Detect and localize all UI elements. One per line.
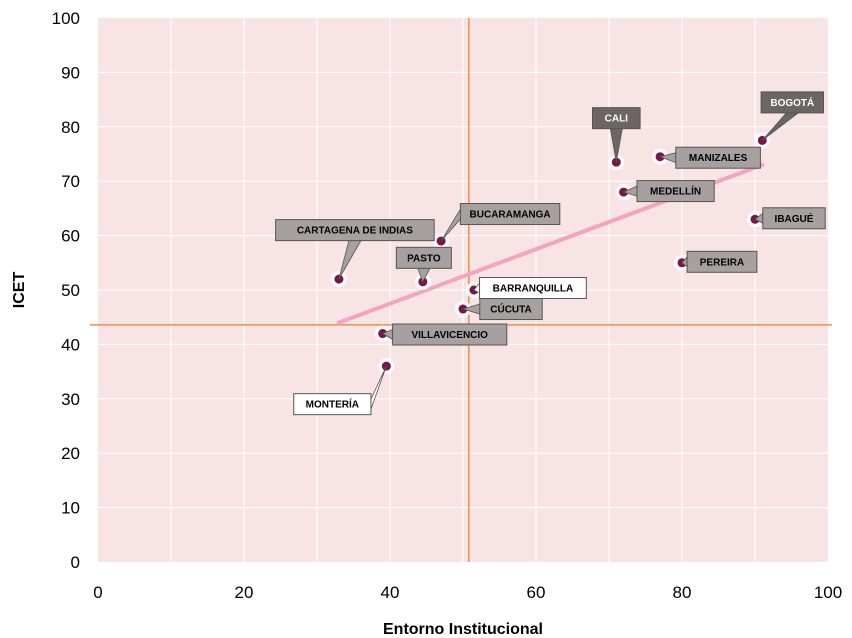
x-tick-label: 80 [673, 583, 692, 602]
point-label: PEREIRA [700, 257, 744, 268]
y-tick-label: 0 [71, 553, 80, 572]
callout-box [592, 107, 641, 130]
point-label: PASTO [407, 253, 441, 264]
x-tick-label: 40 [381, 583, 400, 602]
point-label: MANIZALES [689, 153, 748, 164]
y-axis-title: ICET [11, 272, 28, 309]
callout-box [392, 323, 508, 346]
x-tick-label: 60 [527, 583, 546, 602]
x-tick-label: 20 [235, 583, 254, 602]
y-tick-label: 60 [61, 227, 80, 246]
point-label: MONTERÍA [306, 398, 359, 411]
y-tick-label: 70 [61, 172, 80, 191]
callout-box [275, 219, 435, 242]
point-label: CARTAGENA DE INDIAS [297, 226, 413, 237]
point-label: VILLAVICENCIO [411, 330, 488, 341]
point-label: BOGOTÁ [770, 96, 814, 109]
y-tick-label: 80 [61, 118, 80, 137]
y-tick-label: 20 [61, 444, 80, 463]
y-tick-label: 30 [61, 390, 80, 409]
point-label: BUCARAMANGA [470, 210, 551, 221]
point-label: CÚCUTA [490, 303, 531, 316]
callout-box [395, 246, 452, 269]
point-label: BARRANQUILLA [493, 284, 574, 295]
callout-box [636, 180, 715, 203]
callout-box [293, 393, 372, 416]
y-tick-label: 10 [61, 499, 80, 518]
x-tick-label: 0 [93, 583, 102, 602]
callout-box [760, 91, 824, 114]
callout-box [459, 203, 561, 226]
x-tick-label: 100 [814, 583, 842, 602]
point-label: IBAGUÉ [775, 212, 814, 225]
y-tick-label: 50 [61, 281, 80, 300]
x-axis-title: Entorno Institucional [383, 621, 543, 638]
callout-box [479, 298, 543, 321]
point-label: MEDELLÍN [650, 185, 701, 198]
point-label: CALI [605, 114, 629, 125]
callout-layer: BOGOTÁ CALI MANIZALES MEDELLÍN IBAGUÉ PEREIRA… [275, 91, 826, 416]
callout-box [686, 250, 758, 273]
y-tick-label: 40 [61, 335, 80, 354]
y-tick-label: 100 [52, 9, 80, 28]
y-tick-label: 90 [61, 63, 80, 82]
callout-box [675, 146, 761, 169]
callout-box [762, 207, 826, 230]
tick-labels: 0 10 20 30 40 50 60 70 80 90 100 0 20 40 60 80 100 [52, 9, 843, 602]
